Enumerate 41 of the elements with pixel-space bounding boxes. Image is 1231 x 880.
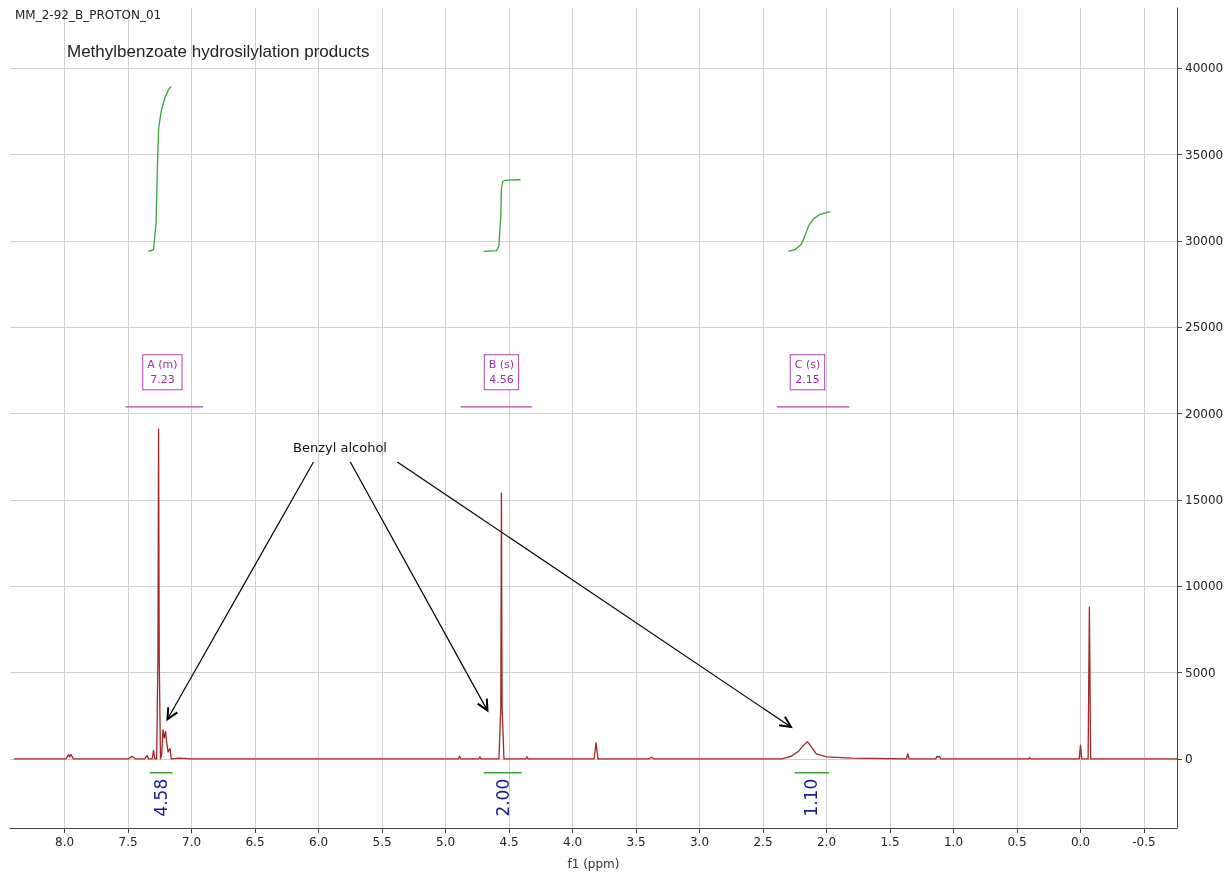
x-tick-label: -0.5 xyxy=(1132,835,1156,849)
x-tick-label: 6.5 xyxy=(245,835,265,849)
x-tick-label: 4.5 xyxy=(499,835,519,849)
x-tick-label: 3.0 xyxy=(689,835,710,849)
x-tick-label: 7.5 xyxy=(118,835,138,849)
y-tick-label: 30000 xyxy=(1185,234,1224,249)
line-series xyxy=(787,211,831,253)
x-tick-label: 4.0 xyxy=(563,835,583,849)
x-tick-label: 3.5 xyxy=(626,835,646,849)
y-tick-label: 40000 xyxy=(1185,61,1224,76)
x-tick-label: 5.0 xyxy=(436,835,456,849)
x-tick-label: 7.0 xyxy=(182,835,202,849)
annotation: 2.00 xyxy=(492,778,513,817)
text: Methylbenzoate hydrosilylation products xyxy=(67,42,370,61)
annotation: 4.58 xyxy=(151,778,172,817)
x-tick-label: 2.0 xyxy=(816,835,837,849)
y-tick-label: 5000 xyxy=(1185,665,1216,680)
y-tick-label: 0 xyxy=(1185,751,1193,766)
annotation: 1.10 xyxy=(801,778,822,817)
y-tick-label: 10000 xyxy=(1185,579,1224,594)
y-tick-label: 35000 xyxy=(1185,147,1224,162)
x-axis-title: f1 (ppm) xyxy=(567,857,620,871)
x-tick-label: 1.5 xyxy=(880,835,900,849)
annotation: B (s) 4.56 xyxy=(488,358,515,387)
chart-title: MM_2-92_B_PROTON_01 xyxy=(15,8,162,22)
x-tick-label: 2.5 xyxy=(753,835,773,849)
y-tick-label: 20000 xyxy=(1185,406,1224,421)
line-series xyxy=(13,428,1178,760)
annotation: C (s) 2.15 xyxy=(794,358,821,387)
annotation: A (m) 7.23 xyxy=(147,358,178,387)
x-tick-label: 0.5 xyxy=(1007,835,1027,849)
x-tick-label: 8.0 xyxy=(55,835,75,849)
x-tick-label: 0.0 xyxy=(1070,835,1091,849)
y-tick-label: 25000 xyxy=(1185,320,1224,335)
x-tick-label: 5.5 xyxy=(372,835,392,849)
line-series xyxy=(147,85,172,253)
line-series xyxy=(483,179,522,253)
x-tick-label: 6.0 xyxy=(309,835,329,849)
annotation: Benzyl alcohol xyxy=(293,439,387,455)
y-tick-label: 15000 xyxy=(1185,493,1224,507)
x-tick-label: 1.0 xyxy=(943,835,964,849)
